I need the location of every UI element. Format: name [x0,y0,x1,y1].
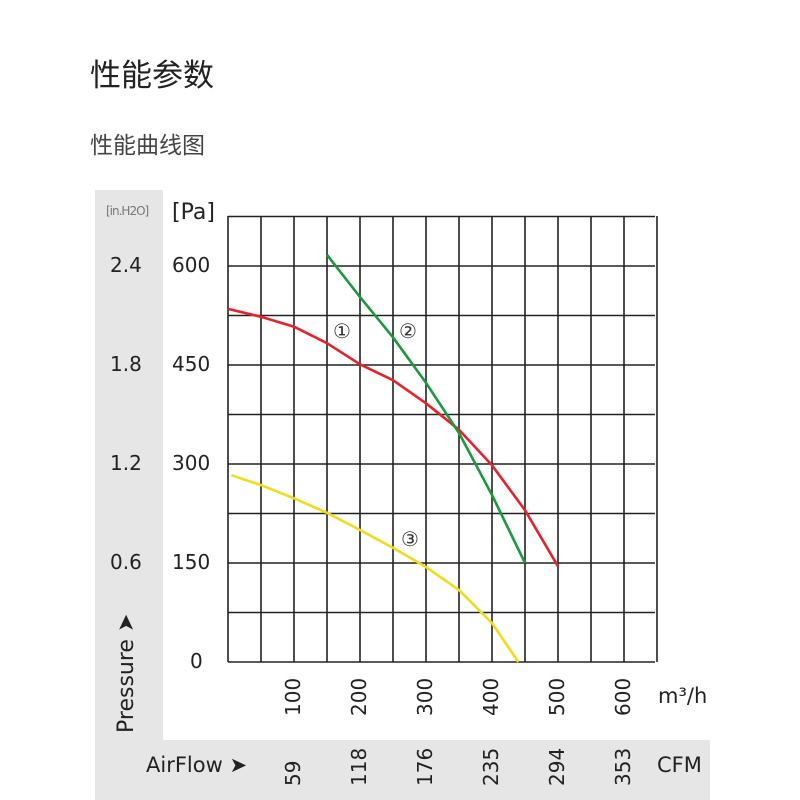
series-label-3: ③ [401,527,419,551]
page-title: 性能参数 [90,58,214,94]
y-tick-inh2o-label: 2.4 [110,253,142,277]
y-tick-label: 600 [172,253,211,277]
y-tick-inh2o-label: 0.6 [110,550,142,574]
x-unit-label: m³/h [658,684,708,708]
series-curve-3 [230,473,520,663]
y-tick-label: 450 [172,352,211,376]
y-tick-inh2o-label: 1.2 [110,451,142,475]
airflow-label: AirFlow ➤ [146,753,248,777]
y-tick-label: 0 [190,649,203,673]
y-tick-label: 300 [172,451,211,475]
chart-subtitle: 性能曲线图 [90,133,205,159]
inh2o-unit-label: [in.H2O] [106,204,149,218]
series-label-2: ② [399,319,417,343]
series-label-1: ① [333,319,351,343]
y-tick-inh2o-label: 1.8 [110,352,142,376]
cfm-unit-label: CFM [657,753,702,777]
bottom-axis-band [95,740,710,800]
y-tick-label: 150 [172,550,211,574]
left-axis-band [95,190,163,800]
pa-unit-label: [Pa] [172,200,215,225]
